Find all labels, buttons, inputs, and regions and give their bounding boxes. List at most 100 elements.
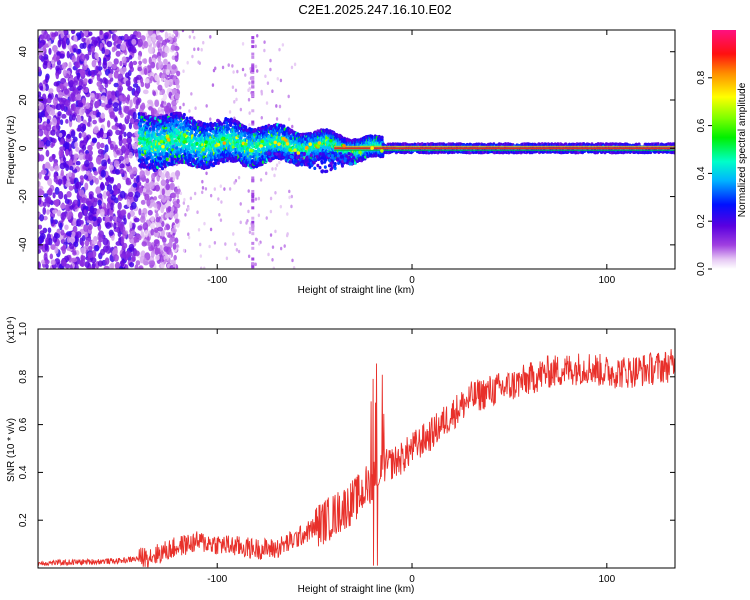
spectrogram-cell bbox=[288, 189, 291, 194]
spectrogram-cell bbox=[154, 74, 160, 82]
spectrogram-cell bbox=[251, 241, 255, 245]
spectrogram-cell bbox=[197, 153, 201, 158]
spectrogram-cell bbox=[64, 198, 70, 204]
spectrogram-cell bbox=[157, 55, 162, 63]
spectrogram-cell bbox=[269, 58, 272, 63]
spectrogram-cell bbox=[38, 154, 45, 162]
spectrogram-cell bbox=[170, 231, 173, 235]
spectrogram-cell bbox=[232, 70, 235, 74]
spectrogram-cell bbox=[171, 192, 177, 199]
spectrogram-cell bbox=[51, 117, 58, 126]
spectrogram-cell bbox=[135, 175, 140, 184]
spectrogram-cell bbox=[209, 227, 213, 232]
spectrogram-cell bbox=[74, 141, 79, 149]
spectrogram-cell bbox=[81, 144, 87, 151]
spectrogram-cell bbox=[128, 169, 133, 175]
spectrogram-cell bbox=[174, 93, 180, 100]
spectrogram-cell bbox=[57, 178, 62, 186]
spectrogram-cell bbox=[113, 254, 119, 262]
spectrogram-cell bbox=[141, 112, 145, 117]
spectrogram-cell bbox=[58, 91, 64, 99]
spectrogram-cell bbox=[142, 222, 149, 231]
spectrogram-cell bbox=[251, 64, 255, 68]
spectrogram-cell bbox=[228, 110, 232, 114]
spectrogram-cell bbox=[87, 144, 93, 152]
spectrogram-cell bbox=[85, 102, 91, 110]
spectrogram-cell bbox=[201, 190, 204, 195]
spectrogram-cell bbox=[116, 209, 122, 215]
spectrogram-cell bbox=[162, 93, 168, 101]
spectrogram-cell bbox=[69, 236, 76, 243]
spectrogram-cell bbox=[269, 233, 273, 237]
spectrogram-cell bbox=[174, 237, 179, 244]
spectrogram-cell bbox=[119, 95, 123, 102]
spectrogram-cell bbox=[71, 257, 78, 263]
spectrogram-cell bbox=[48, 237, 53, 246]
spectrogram-cell bbox=[106, 208, 111, 217]
spectrogram-cell bbox=[189, 196, 193, 201]
spectrogram-cell bbox=[97, 148, 104, 155]
spectrogram-cell bbox=[133, 217, 140, 223]
spectrogram-cell bbox=[50, 108, 56, 117]
spectrogram-cell bbox=[60, 77, 67, 85]
spectrogram-cell bbox=[160, 166, 165, 171]
spectrogram-cell bbox=[93, 170, 99, 176]
spectrogram-cell bbox=[153, 239, 160, 245]
spectrogram-cell bbox=[191, 154, 195, 158]
spectrogram-cell bbox=[117, 201, 122, 210]
spectrogram-cell bbox=[65, 148, 69, 157]
spectrogram-cell bbox=[163, 242, 166, 246]
spectrogram-cell bbox=[111, 30, 118, 33]
spectrogram-cell bbox=[150, 155, 154, 160]
spectrogram-cell bbox=[120, 43, 126, 51]
spectrogram-cell bbox=[256, 33, 259, 38]
spectrogram-cell bbox=[101, 47, 106, 54]
spectrogram-cell bbox=[59, 119, 64, 126]
spectrogram-cell bbox=[155, 30, 160, 36]
spectrogram-cell bbox=[147, 46, 154, 55]
spectrogram-cell bbox=[52, 209, 58, 214]
spectrogram-cell bbox=[132, 182, 138, 188]
spectrogram-cell bbox=[47, 177, 53, 186]
spectrogram-cell bbox=[45, 75, 49, 83]
spectrogram-cell bbox=[113, 185, 118, 192]
spectrogram-cell bbox=[260, 115, 263, 120]
spectrogram-cell bbox=[168, 239, 173, 248]
spectrogram-cell bbox=[69, 165, 74, 171]
spectrogram-cell bbox=[228, 187, 232, 191]
spectrogram-cell bbox=[184, 212, 187, 217]
spectrogram-cell bbox=[160, 206, 165, 214]
spectrogram-cell bbox=[38, 188, 43, 197]
spectrogram-cell bbox=[82, 42, 87, 49]
spectrogram-cell bbox=[85, 153, 91, 161]
spectrogram-cell bbox=[73, 241, 79, 248]
spectrogram-cell bbox=[251, 122, 255, 126]
spectrogram-cell bbox=[45, 237, 49, 245]
spectrogram-cell bbox=[50, 244, 56, 251]
spectrogram-cell bbox=[100, 181, 105, 190]
spectrogram-cell bbox=[147, 241, 152, 247]
spectrogram-cell bbox=[182, 102, 185, 107]
spectrogram-cell bbox=[167, 175, 171, 180]
spectrogram-cell bbox=[126, 198, 131, 208]
spectrogram-cell bbox=[213, 187, 217, 191]
spectrogram-cell bbox=[126, 94, 131, 102]
spectrogram-cell bbox=[76, 127, 82, 132]
spectrogram-cell bbox=[265, 171, 268, 176]
spectrogram-cell bbox=[59, 82, 64, 90]
spectrogram-cell bbox=[50, 216, 54, 224]
spectrogram-cell bbox=[205, 104, 208, 108]
spectrogram-cell bbox=[199, 266, 203, 269]
spectrogram-cell bbox=[122, 230, 127, 239]
spectrogram-cell bbox=[247, 254, 251, 259]
spectrogram-cell bbox=[69, 205, 74, 210]
spectrogram-cell bbox=[111, 90, 116, 96]
spectrogram-cell bbox=[46, 118, 51, 125]
spectrogram-cell bbox=[43, 252, 48, 262]
spectrogram-cell bbox=[172, 177, 175, 182]
spectrogram-cell bbox=[69, 264, 73, 269]
spectrogram-cell bbox=[68, 114, 73, 122]
spectrogram-cell bbox=[218, 213, 221, 217]
spectrogram-cell bbox=[239, 107, 243, 112]
spectrogram-cell bbox=[251, 69, 255, 73]
